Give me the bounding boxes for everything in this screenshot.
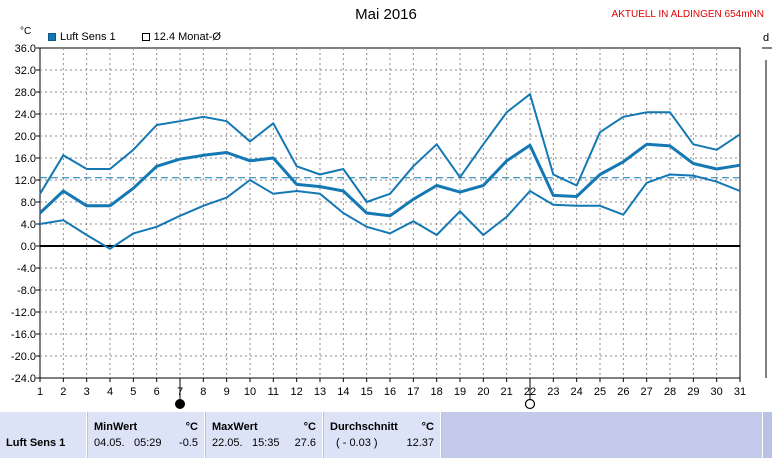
x-tick-label: 11 [268,386,279,398]
x-tick-label: 17 [407,386,419,398]
y-tick-label: 32.0 [15,65,36,77]
x-tick-label: 28 [664,386,676,398]
x-tick-label: 25 [594,386,606,398]
x-tick-label: 16 [384,386,396,398]
stats-sensor-name: Luft Sens 1 [6,437,66,449]
chart-title: Mai 2016 [355,6,417,23]
stats-max-label: MaxWert [212,421,258,433]
stats-avg-label: Durchschnitt [330,421,398,433]
stats-panel: Luft Sens 1 MinWert °C 04.05. 05:29 -0.5… [0,412,772,458]
x-tick-label: 9 [224,386,230,398]
stats-avg-unit: °C [421,421,434,433]
y-tick-label: -16.0 [11,329,36,341]
stats-max-cell: MaxWert °C 22.05. 15:35 27.6 [206,412,323,458]
y-tick-label: 12.0 [15,175,36,187]
x-tick-label: 19 [454,386,466,398]
y-tick-label: 16.0 [15,153,36,165]
x-tick-label: 5 [130,386,136,398]
x-tick-label: 20 [477,386,489,398]
y-tick-label: 28.0 [15,87,36,99]
legend-item-sensor[interactable]: Luft Sens 1 [48,31,116,43]
x-tick-label: 2 [60,386,66,398]
stats-empty-area [442,412,763,458]
x-tick-label: 24 [571,386,583,398]
x-tick-label: 12 [291,386,303,398]
legend: Luft Sens 1 12.4 Monat-Ø [48,31,247,43]
stats-avg-note: ( - 0.03 ) [336,437,378,449]
stats-min-date: 04.05. [94,437,125,449]
x-tick-label: 21 [501,386,513,398]
legend-item-monthly-average[interactable]: 12.4 Monat-Ø [141,31,221,43]
y-tick-label: 0.0 [21,241,36,253]
legend-swatch-empty [141,33,150,41]
stats-max-unit: °C [303,421,316,433]
stats-max-date: 22.05. [212,437,243,449]
stats-avg-value: 12.37 [406,437,434,449]
full-moon-icon [524,398,536,410]
x-tick-label: 15 [361,386,373,398]
x-tick-label: 31 [734,386,746,398]
x-tick-label: 30 [711,386,723,398]
x-tick-label: 6 [154,386,160,398]
series-line-min [39,173,741,250]
stats-min-cell: MinWert °C 04.05. 05:29 -0.5 [88,412,205,458]
y-tick-label: -8.0 [17,285,36,297]
x-tick-label: 1 [37,386,43,398]
series-line-avg [38,142,741,218]
legend-label-monthly-average: 12.4 Monat-Ø [153,31,221,43]
stats-max-value: 27.6 [294,437,316,449]
y-tick-label: 24.0 [15,109,36,121]
plot-area: 36.0 32.0 28.0 24.0 20.0 16.0 12.0 8.0 4.0 0.0 -4.… [11,43,772,410]
x-tick-label: 14 [337,386,349,398]
y-tick-label: -24.0 [11,373,36,385]
y-tick-label: -12.0 [11,307,36,319]
y-tick-label: 20.0 [15,131,36,143]
right-edge-label: d [763,32,770,44]
legend-swatch-filled [48,33,56,41]
stats-min-time: 05:29 [134,437,162,449]
y-axis-unit: °C [20,26,32,37]
x-tick-label: 26 [617,386,629,398]
x-tick-label: 8 [200,386,206,398]
stats-min-label: MinWert [94,421,138,433]
x-tick-label: 4 [107,386,113,398]
legend-label-sensor: Luft Sens 1 [60,31,116,43]
series-line-max [39,93,741,203]
y-tick-label: 36.0 [15,43,36,55]
stats-min-unit: °C [185,421,198,433]
stats-max-time: 15:35 [252,437,280,449]
station-label: AKTUELL IN ALDINGEN 654mNN [611,9,764,20]
stats-avg-cell: Durchschnitt °C ( - 0.03 ) 12.37 [324,412,441,458]
x-tick-label: 23 [547,386,559,398]
new-moon-icon [175,399,185,409]
y-tick-label: 4.0 [21,219,36,231]
x-tick-label: 10 [244,386,256,398]
y-tick-label: -20.0 [11,351,36,363]
x-tick-label: 27 [641,386,653,398]
stats-min-value: -0.5 [179,437,198,449]
x-tick-label: 29 [687,386,699,398]
y-tick-label: -4.0 [17,263,36,275]
x-tick-label: 3 [84,386,90,398]
x-tick-label: 18 [431,386,443,398]
stats-sensor-cell: Luft Sens 1 [0,412,87,458]
y-tick-label: 8.0 [21,197,36,209]
temperature-chart: 36.0 32.0 28.0 24.0 20.0 16.0 12.0 8.0 4.0 0.0 -4.… [11,43,772,410]
x-tick-label: 13 [314,386,326,398]
